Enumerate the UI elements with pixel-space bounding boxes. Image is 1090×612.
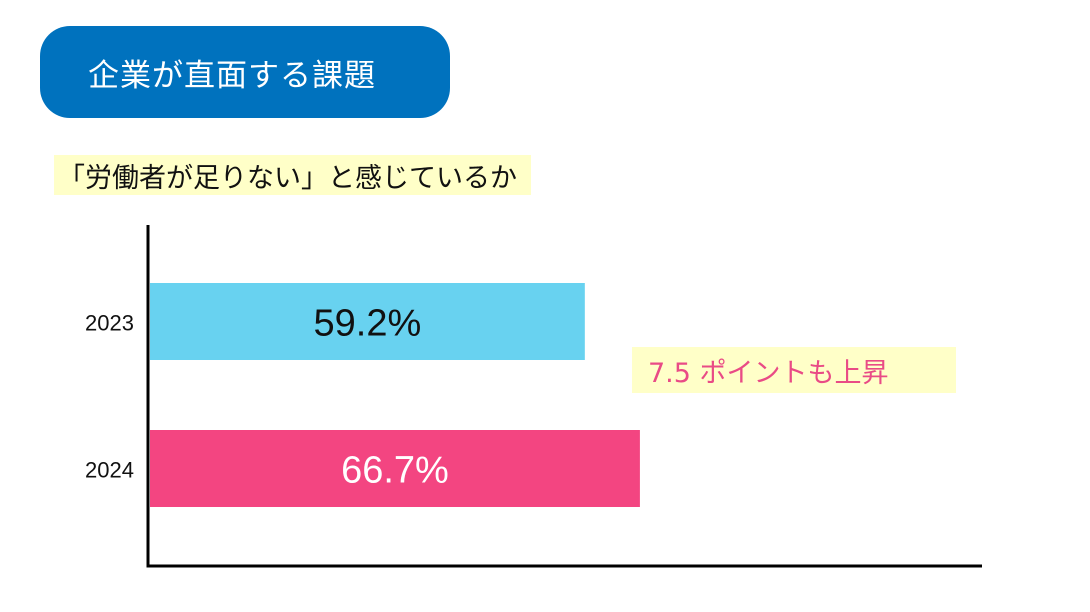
page-title: 企業が直面する課題 xyxy=(88,57,376,94)
bar-2023 xyxy=(150,283,585,360)
category-label-2023: 2023 xyxy=(85,311,134,336)
bar-value-label-2024: 66.7% xyxy=(341,450,449,492)
title-badge: 企業が直面する課題 xyxy=(40,26,450,118)
bar-2024 xyxy=(150,430,640,507)
change-annotation: 7.5 ポイントも上昇 xyxy=(632,347,956,393)
chart-title: 「労働者が足りない」と感じているか xyxy=(54,155,531,195)
category-label-2024: 2024 xyxy=(85,458,134,483)
bar-value-label-2023: 59.2% xyxy=(314,303,422,345)
